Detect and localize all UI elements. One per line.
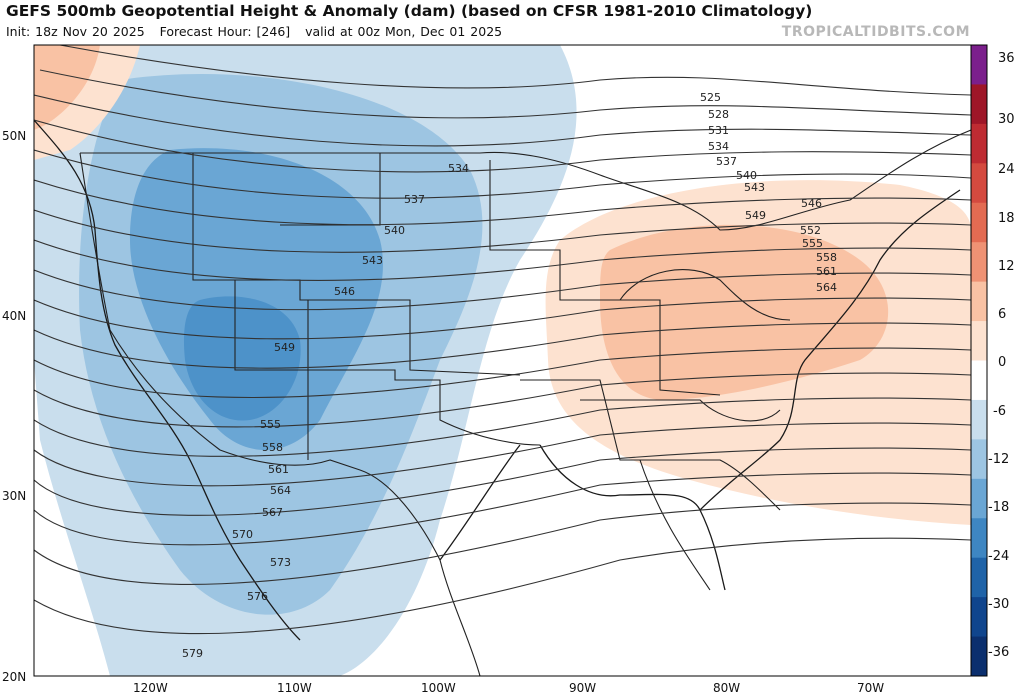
lon-label: 80W: [713, 681, 740, 695]
contour-label: 543: [744, 181, 765, 194]
colorbar-swatch: [971, 321, 987, 361]
map-subtitle: Init: 18z Nov 20 2025 Forecast Hour: [24…: [6, 24, 502, 39]
lat-label: 50N: [2, 129, 26, 143]
site-credit: TROPICALTIDBITS.COM: [782, 24, 970, 40]
colorbar-swatch: [971, 400, 987, 440]
colorbar-label: -36: [988, 645, 1009, 660]
colorbar-label: -30: [988, 597, 1009, 612]
colorbar-swatch: [971, 439, 987, 479]
colorbar-swatch: [971, 242, 987, 282]
contour-label: 534: [708, 140, 729, 153]
contour-label: 561: [816, 265, 837, 278]
lon-label: 90W: [569, 681, 596, 695]
contour-label: 573: [270, 556, 291, 569]
colorbar-swatch: [971, 518, 987, 558]
colorbar-swatch: [971, 637, 987, 677]
colorbar-swatch: [971, 597, 987, 637]
contour-label: 552: [800, 224, 821, 237]
contour-label: 525: [700, 91, 721, 104]
colorbar-swatch: [971, 282, 987, 322]
contour-label: 546: [801, 197, 822, 210]
contour-label: 531: [708, 124, 729, 137]
colorbar-swatch: [971, 558, 987, 598]
colorbar-swatch: [971, 124, 987, 164]
contour-label: 543: [362, 254, 383, 267]
contour-label: 564: [270, 484, 291, 497]
contour-label: 579: [182, 647, 203, 660]
colorbar: [971, 45, 987, 677]
colorbar-swatch: [971, 361, 987, 401]
contour-label: 528: [708, 108, 729, 121]
contour-label: 555: [802, 237, 823, 250]
lat-label: 30N: [2, 489, 26, 503]
colorbar-label: 12: [998, 259, 1015, 274]
longitude-labels: 120W 110W 100W 90W 80W 70W: [133, 681, 884, 695]
contour-label: 546: [334, 285, 355, 298]
valid-time: valid at 00z Mon, Dec 01 2025: [305, 24, 502, 39]
contour-label: 540: [384, 224, 405, 237]
contour-label: 537: [404, 193, 425, 206]
colorbar-label: -24: [988, 549, 1009, 564]
colorbar-label: 18: [998, 211, 1015, 226]
lat-label: 40N: [2, 309, 26, 323]
latitude-labels: 50N 40N 30N 20N: [2, 129, 26, 684]
colorbar-swatch: [971, 84, 987, 124]
colorbar-label: 6: [998, 307, 1006, 322]
contour-label: 561: [268, 463, 289, 476]
colorbar-swatch: [971, 163, 987, 203]
contour-label: 537: [716, 155, 737, 168]
colorbar-labels: 36 30 24 18 12 6 0 -6 -12 -18 -24 -30 -3…: [988, 51, 1015, 660]
colorbar-label: -6: [993, 404, 1006, 419]
lon-label: 100W: [421, 681, 456, 695]
colorbar-swatch: [971, 479, 987, 519]
colorbar-label: 0: [998, 355, 1006, 370]
contour-label: 555: [260, 418, 281, 431]
colorbar-label: -18: [988, 500, 1009, 515]
contour-label: 558: [262, 441, 283, 454]
contour-label: 549: [274, 341, 295, 354]
colorbar-swatch: [971, 45, 987, 85]
contour-label: 558: [816, 251, 837, 264]
contour-label: 549: [745, 209, 766, 222]
lat-label: 20N: [2, 670, 26, 684]
lon-label: 70W: [857, 681, 884, 695]
contour-label: 564: [816, 281, 837, 294]
contour-label: 567: [262, 506, 283, 519]
forecast-hour: Forecast Hour: [246]: [160, 24, 291, 39]
contour-label: 570: [232, 528, 253, 541]
colorbar-label: -12: [988, 452, 1009, 467]
init-time: Init: 18z Nov 20 2025: [6, 24, 145, 39]
colorbar-label: 30: [998, 112, 1015, 127]
map-title: GEFS 500mb Geopotential Height & Anomaly…: [6, 2, 812, 20]
colorbar-label: 36: [998, 51, 1015, 66]
colorbar-swatch: [971, 203, 987, 243]
colorbar-label: 24: [998, 162, 1015, 177]
contour-label: 576: [247, 590, 268, 603]
lon-label: 120W: [133, 681, 168, 695]
lon-label: 110W: [277, 681, 312, 695]
contour-label: 534: [448, 162, 469, 175]
